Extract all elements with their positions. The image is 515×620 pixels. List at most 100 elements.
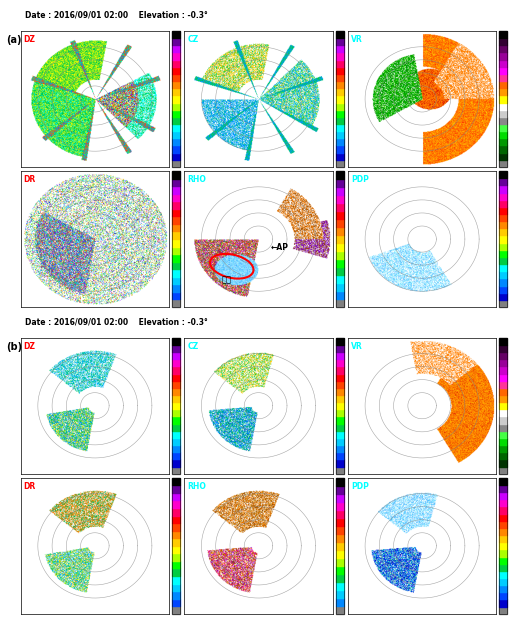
Bar xyxy=(336,31,344,38)
Bar xyxy=(172,546,180,554)
Bar xyxy=(336,74,344,81)
Bar xyxy=(172,352,180,359)
Bar xyxy=(172,160,180,167)
Text: ←AP: ←AP xyxy=(270,243,288,252)
Bar xyxy=(499,178,507,185)
Bar xyxy=(499,557,507,564)
Bar xyxy=(499,402,507,409)
Bar xyxy=(336,381,344,388)
Bar xyxy=(172,131,180,138)
Bar xyxy=(336,445,344,452)
Bar xyxy=(336,459,344,467)
Bar xyxy=(499,423,507,431)
Bar xyxy=(499,499,507,507)
Bar xyxy=(499,88,507,95)
Bar xyxy=(336,550,344,558)
Text: 채포: 채포 xyxy=(221,275,231,285)
Bar xyxy=(336,486,344,494)
Bar xyxy=(499,606,507,614)
Bar xyxy=(172,146,180,153)
Bar xyxy=(172,179,180,186)
Bar xyxy=(336,31,344,167)
Bar xyxy=(336,146,344,153)
Bar xyxy=(172,299,180,307)
Bar xyxy=(172,452,180,459)
Bar xyxy=(499,278,507,286)
Bar xyxy=(172,277,180,285)
Bar xyxy=(172,569,180,576)
Bar xyxy=(172,409,180,417)
Bar xyxy=(499,31,507,167)
Bar xyxy=(336,606,344,614)
Bar xyxy=(336,171,344,179)
Bar xyxy=(172,423,180,431)
Bar xyxy=(499,45,507,53)
Bar xyxy=(336,203,344,211)
Bar xyxy=(172,516,180,523)
Bar xyxy=(172,292,180,299)
Bar xyxy=(499,535,507,542)
Bar xyxy=(499,431,507,438)
Bar xyxy=(499,528,507,535)
Bar xyxy=(336,566,344,574)
Text: DZ: DZ xyxy=(24,35,36,44)
Bar xyxy=(336,338,344,474)
Bar xyxy=(499,53,507,60)
Text: Date : 2016/09/01 02:00    Elevation : -0.3°: Date : 2016/09/01 02:00 Elevation : -0.3… xyxy=(25,317,208,326)
Bar xyxy=(499,95,507,102)
Bar xyxy=(499,388,507,395)
Bar xyxy=(336,542,344,550)
Bar xyxy=(336,352,344,359)
Bar xyxy=(336,38,344,45)
Bar xyxy=(336,402,344,409)
Bar xyxy=(172,561,180,569)
Bar xyxy=(499,592,507,600)
Bar xyxy=(499,513,507,521)
Text: DR: DR xyxy=(24,482,36,491)
Bar xyxy=(336,95,344,102)
Bar xyxy=(172,381,180,388)
Bar xyxy=(336,409,344,417)
Bar xyxy=(172,110,180,117)
Bar xyxy=(172,431,180,438)
Bar xyxy=(336,211,344,219)
Bar xyxy=(499,160,507,167)
Bar xyxy=(336,138,344,146)
Bar xyxy=(499,102,507,110)
Bar xyxy=(172,186,180,193)
Text: CZ: CZ xyxy=(187,342,198,351)
Bar xyxy=(499,171,507,307)
Bar xyxy=(499,542,507,549)
Bar xyxy=(336,283,344,291)
Bar xyxy=(172,202,180,209)
Bar xyxy=(336,235,344,243)
Bar xyxy=(336,467,344,474)
Bar xyxy=(336,373,344,381)
Bar xyxy=(499,478,507,614)
Text: RHO: RHO xyxy=(187,482,206,491)
Bar xyxy=(172,554,180,561)
Text: PDP: PDP xyxy=(351,175,369,184)
Bar xyxy=(172,402,180,409)
Bar xyxy=(336,366,344,373)
Bar xyxy=(336,251,344,259)
Bar xyxy=(499,564,507,571)
Bar xyxy=(336,438,344,445)
Bar xyxy=(172,359,180,366)
Bar xyxy=(336,67,344,74)
Bar xyxy=(172,171,180,179)
Bar xyxy=(172,193,180,202)
Bar xyxy=(499,185,507,193)
Bar xyxy=(172,459,180,467)
Bar xyxy=(172,538,180,546)
Bar xyxy=(499,492,507,499)
Bar xyxy=(172,493,180,500)
Bar xyxy=(172,102,180,110)
Bar xyxy=(172,531,180,538)
Bar xyxy=(499,381,507,388)
Bar xyxy=(499,221,507,228)
Bar xyxy=(336,494,344,502)
Bar xyxy=(336,574,344,582)
Bar xyxy=(499,345,507,352)
Bar xyxy=(499,171,507,178)
